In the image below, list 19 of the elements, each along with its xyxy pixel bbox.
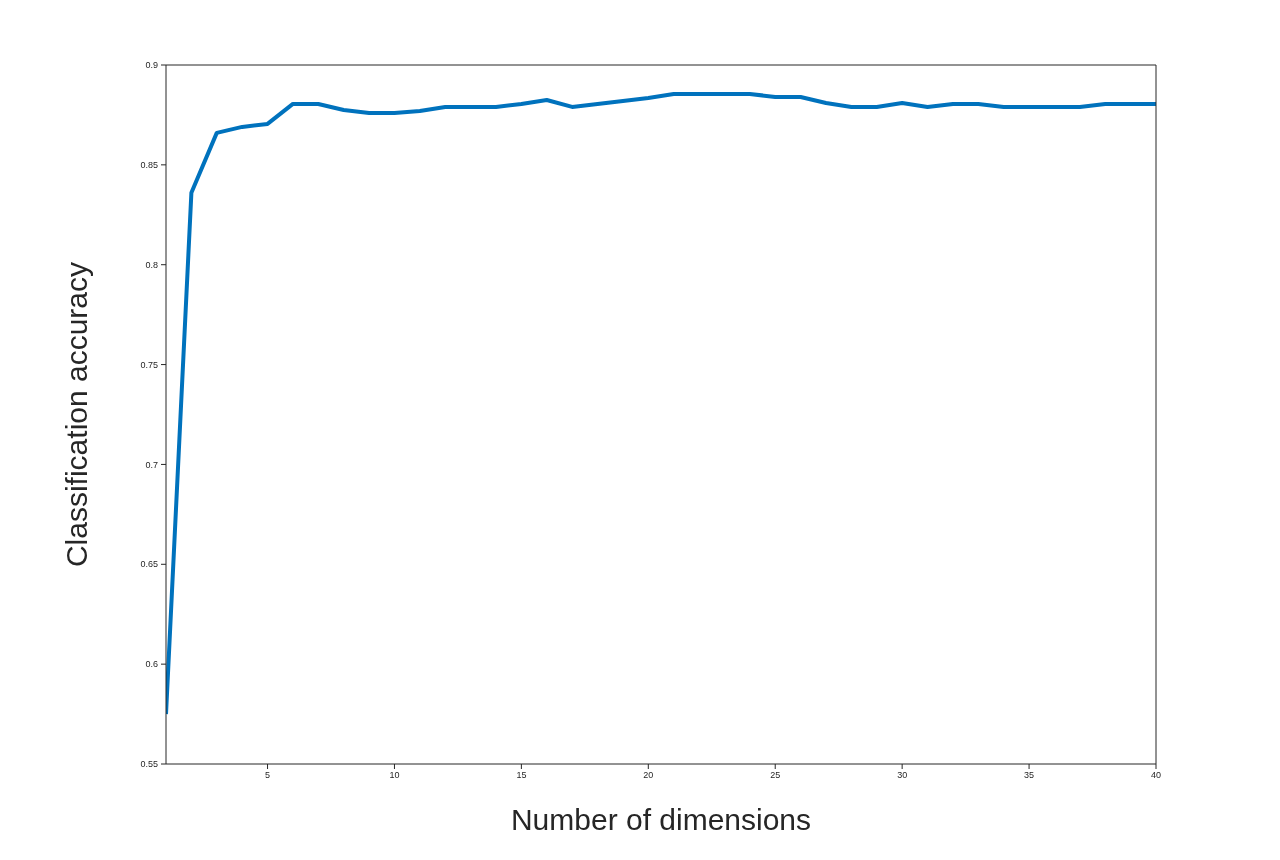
line-series — [166, 91, 1156, 717]
y-tick-label: 0.65 — [140, 559, 158, 570]
y-axis-title: Classification accuracy — [59, 261, 93, 568]
x-tick-label: 15 — [516, 770, 527, 781]
y-tick-label: 0.75 — [140, 359, 158, 370]
x-tick-label: 35 — [1024, 770, 1035, 781]
x-tick-label: 25 — [770, 770, 781, 781]
y-tick-label: 0.8 — [145, 259, 158, 270]
y-tick-label: 0.6 — [145, 659, 158, 670]
y-tick-label: 0.7 — [145, 459, 158, 470]
y-tick-label: 0.9 — [145, 60, 158, 71]
x-tick-label: 5 — [265, 770, 271, 781]
y-tick-label: 0.85 — [140, 160, 158, 171]
x-axis-title: Number of dimensions — [510, 803, 812, 836]
x-tick-label: 40 — [1150, 770, 1162, 781]
x-tick-label: 30 — [897, 770, 908, 781]
x-tick-label: 20 — [643, 770, 654, 781]
y-tick-label: 0.55 — [140, 759, 158, 770]
x-tick-label: 10 — [389, 770, 400, 781]
